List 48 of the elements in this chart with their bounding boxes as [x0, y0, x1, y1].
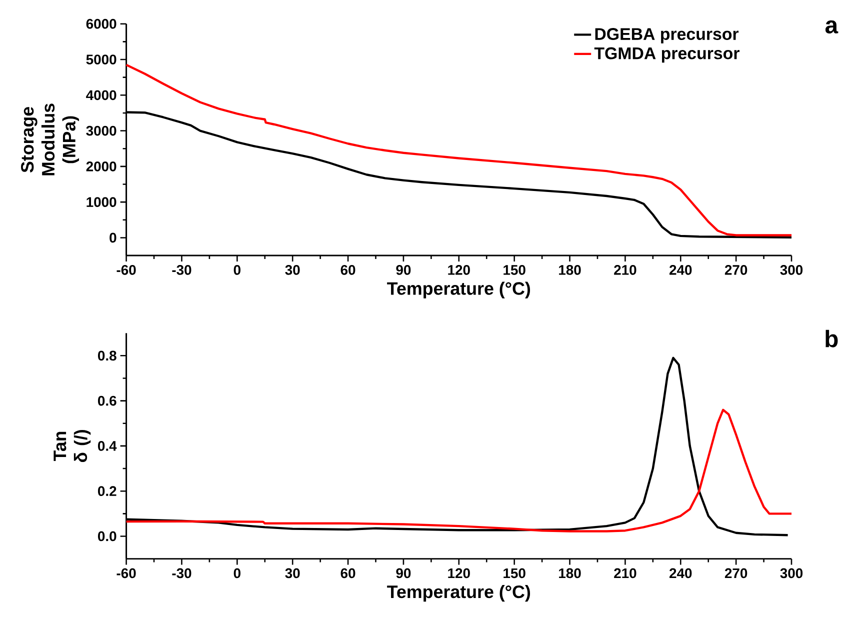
legend-label: TGMDA precursor [594, 47, 740, 62]
y-tick-label: 4000 [86, 90, 116, 100]
y-tick-label: 3000 [86, 126, 116, 136]
y-axis-title: Storage Modulus (MPa) [21, 103, 80, 176]
x-tick-label: 120 [448, 264, 470, 275]
line-series [125, 408, 793, 532]
y-tick-label: 0 [110, 232, 116, 242]
y-tick-label: 0.4 [98, 440, 117, 451]
x-tick-label: 30 [285, 264, 300, 275]
x-tick-label: 60 [340, 568, 356, 578]
x-tick-label: 300 [780, 264, 803, 275]
x-tick-label: 300 [780, 568, 803, 578]
y-tick-label: 0.0 [98, 531, 116, 542]
x-tick-label: -30 [172, 568, 192, 578]
x-tick-label: 30 [285, 568, 300, 578]
x-tick-label: -30 [172, 264, 192, 275]
x-tick-label: 90 [396, 264, 411, 275]
line-series [125, 64, 793, 236]
x-tick-label: 0 [234, 264, 240, 275]
x-tick-label: 180 [559, 264, 581, 275]
x-tick-label: 120 [448, 568, 470, 578]
x-tick-label: 90 [396, 568, 411, 578]
y-tick-label: 0.6 [98, 396, 116, 406]
x-axis-title: Temperature (°C) [387, 584, 530, 602]
legend-label: DGEBA precursor [595, 28, 739, 44]
text: b [826, 330, 838, 348]
x-tick-label: 210 [614, 264, 636, 275]
x-tick-label: 150 [504, 264, 526, 275]
x-tick-label: 240 [670, 264, 692, 275]
x-tick-label: 0 [234, 568, 240, 578]
x-tick-label: 210 [614, 568, 636, 578]
x-tick-label: 270 [724, 568, 748, 578]
y-axis-title: Tan δ (/) [54, 430, 91, 462]
x-axis-title: Temperature (°C) [387, 282, 530, 298]
x-tick-label: 240 [670, 568, 692, 578]
text: a [825, 20, 838, 34]
x-tick-label: -60 [116, 264, 136, 275]
y-tick-label: 2000 [86, 161, 116, 172]
y-tick-label: 0.8 [98, 350, 116, 360]
x-tick-label: -60 [116, 568, 136, 578]
x-tick-label: 60 [340, 264, 356, 275]
y-tick-label: 5000 [86, 54, 116, 64]
y-tick-label: 1000 [86, 196, 116, 207]
y-tick-label: 6000 [86, 18, 116, 29]
x-tick-label: 180 [559, 568, 581, 578]
x-tick-label: 150 [504, 568, 526, 578]
x-tick-label: 270 [724, 264, 748, 275]
y-tick-label: 0.2 [98, 486, 116, 496]
